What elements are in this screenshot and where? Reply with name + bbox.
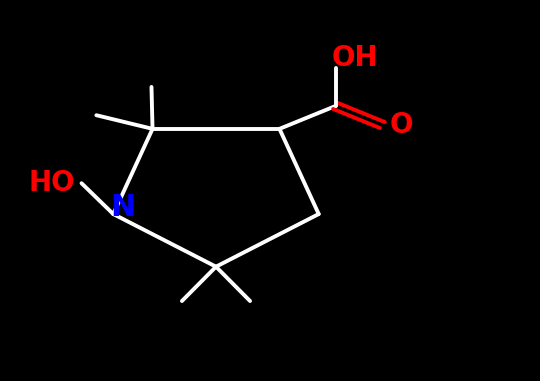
Text: N: N [110, 193, 136, 222]
Text: O: O [389, 111, 413, 139]
Text: OH: OH [331, 44, 378, 72]
Text: HO: HO [29, 169, 75, 197]
